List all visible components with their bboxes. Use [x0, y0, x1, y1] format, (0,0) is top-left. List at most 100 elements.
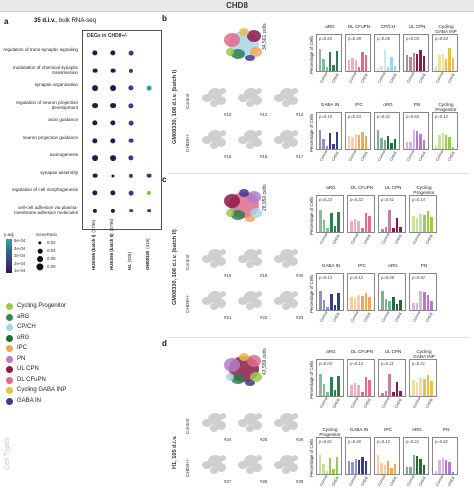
mini-umap-cluster	[202, 94, 212, 102]
chart-bar	[333, 389, 337, 396]
panel_c-mini-umap	[236, 287, 266, 313]
percentage-bar-chart: IPC p=0.83 Control CHD8	[345, 102, 371, 162]
umap-cluster	[224, 194, 240, 208]
chart-x-label-control: Control	[435, 149, 445, 162]
chart-x-label-control: Control	[381, 310, 391, 323]
panel_c-cell-count: 28,950 cells	[262, 184, 268, 211]
chart-bar	[448, 48, 451, 71]
chart-bar	[448, 461, 451, 474]
chart-bar	[364, 292, 368, 310]
chart-bar	[422, 139, 425, 149]
chart-bar	[358, 135, 361, 149]
umap-cluster	[247, 191, 261, 203]
umap-cluster	[245, 380, 255, 386]
chart-title: IPC	[355, 102, 363, 107]
chart-bar	[381, 290, 384, 310]
chart-title: DL CFuPN	[350, 349, 374, 354]
go-dot	[92, 50, 98, 56]
chart-bar	[415, 303, 419, 310]
mini-umap-cluster	[274, 255, 284, 263]
chart-x-label-control: Control	[412, 396, 422, 409]
percentage-bar-chart: DL CFuPN p=0.32 Control CHD8	[347, 185, 375, 245]
mini-umap-cluster	[256, 291, 262, 297]
chart-pvalue: p=0.12	[377, 439, 390, 444]
chart-title: PN	[413, 102, 421, 107]
chart-pvalue: p=0.83	[406, 114, 419, 119]
mini-umap-cluster	[288, 421, 298, 430]
chart-bar	[395, 303, 399, 310]
padj-tick: 5e-04	[14, 238, 26, 243]
panel_d-cell-count: 43,559 cells	[262, 348, 268, 375]
chart-bar	[390, 56, 393, 71]
chart-bar	[409, 57, 412, 71]
cell-type-label: PN	[17, 355, 26, 362]
chart-bar	[322, 464, 325, 474]
chart-bar	[430, 216, 433, 232]
chart-bar	[412, 380, 415, 396]
go-dot	[110, 102, 116, 109]
chart-bar	[445, 459, 448, 474]
chart-bar	[426, 295, 430, 310]
panel_c-control-label: Control	[186, 254, 191, 270]
mini-umap-cluster	[246, 467, 254, 474]
chart-bar	[390, 142, 393, 149]
chart-bar	[416, 456, 419, 474]
panel_b-mini-umap	[200, 126, 230, 152]
chart-bar	[322, 139, 325, 149]
percentage-bar-chart: Cycling Progenitor p=0.14 Control CHD8	[409, 185, 437, 245]
go-column-name: GM08330	[145, 250, 150, 270]
chart-title: aRG	[326, 185, 336, 190]
mini-umap-cluster	[274, 94, 284, 102]
chart-x-label-control: Control	[348, 71, 358, 84]
chart-title: UL CPN	[384, 349, 402, 354]
go-dot	[128, 120, 134, 126]
panel_c-mini-umap	[200, 287, 230, 313]
chart-x-label-mutant: CHD8	[331, 151, 340, 162]
go-dot	[128, 190, 134, 196]
chart-bar	[377, 129, 380, 149]
chart-bars	[377, 445, 397, 474]
chart-x-label-mutant: CHD8	[394, 234, 403, 245]
padj-tick: 4e-04	[14, 245, 26, 251]
chart-bar	[335, 456, 338, 474]
percentage-bar-chart: IPC p=0.12 Control CHD8	[347, 263, 375, 323]
chart-bar	[361, 131, 364, 149]
chart-x-label-mutant: CHD8	[447, 476, 456, 487]
chart-pvalue: p=0.03	[406, 36, 419, 41]
go-dot	[92, 190, 98, 196]
chart-x-label-control: Control	[319, 149, 329, 162]
percentage-bar-chart: DL CFuPN p=0.39 Control CHD8	[345, 24, 371, 84]
chart-bar	[426, 375, 430, 396]
panel_c-letter: c	[162, 175, 167, 184]
chart-x-label-mutant: CHD8	[389, 73, 398, 84]
gene-ratio-legend-dot	[36, 263, 44, 271]
go-dot	[110, 50, 116, 56]
gene-ratio-legend: 0.02 0.04 0.06 0.08	[36, 239, 76, 273]
chart-title: aRG	[325, 24, 335, 29]
chart-bar	[364, 376, 368, 396]
chart-title: GABA IN	[321, 263, 341, 268]
chart-bar	[419, 214, 422, 232]
panel-d: d H1, 105 d.i.v. 43,559 cells Control CHD8+/…	[162, 339, 474, 497]
mini-umap-cluster	[216, 138, 226, 147]
cell-type-swatch	[6, 376, 13, 384]
go-row-label: regulation of cell morphogenesis	[11, 187, 78, 192]
chart-x-label-control: Control	[435, 474, 445, 487]
chart-bar	[406, 142, 409, 149]
go-column-name: H1	[127, 264, 132, 270]
chart-bars	[406, 42, 426, 71]
chart-bar	[326, 227, 329, 232]
chart-bar	[322, 59, 325, 71]
chart-bar	[406, 55, 409, 71]
mini-umap-cluster	[210, 142, 218, 149]
chart-pvalue: p=0.51	[381, 197, 394, 202]
cell-type-label: Cycling GABA INP	[17, 387, 67, 393]
chart-bar	[393, 138, 396, 149]
mini-umap-cluster	[220, 88, 226, 94]
go-dot	[92, 120, 98, 126]
panel_d-ylabel-bottom: Percentage of Cells	[309, 438, 314, 477]
chart-x-label-control: Control	[406, 474, 416, 487]
padj-tick: 3e-04	[14, 253, 26, 258]
go-column-count: (3795)	[91, 219, 96, 233]
percentage-bar-chart: PN p=0.83 Control CHD8	[403, 102, 429, 162]
